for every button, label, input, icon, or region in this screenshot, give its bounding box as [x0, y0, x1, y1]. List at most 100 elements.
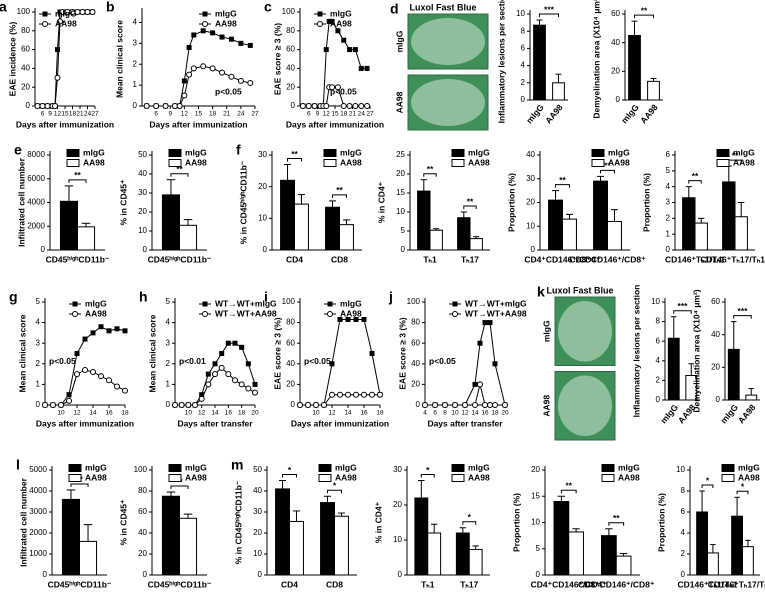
point — [347, 47, 353, 53]
x-tick-label: 8 — [443, 410, 447, 417]
legend-marker — [452, 311, 458, 317]
x-tick-label: 18 — [209, 111, 217, 118]
y-tick-label: 3000 — [29, 507, 47, 516]
sig-bracket — [736, 490, 749, 495]
x-tick-label: 21 — [76, 111, 84, 118]
y-tick-label: 10 — [676, 465, 685, 474]
x-tick-label: 9 — [168, 111, 172, 118]
legend-label: WT→WT+mIgG — [465, 298, 527, 308]
bar — [731, 515, 744, 576]
point — [492, 402, 498, 408]
legend-label: AA98 — [468, 157, 490, 167]
legend-label: AA98 — [85, 472, 107, 482]
point — [219, 34, 225, 40]
y-tick-label: 20 — [138, 207, 147, 216]
point — [337, 391, 343, 398]
y-tick-label: 4 — [36, 318, 41, 327]
bar — [553, 501, 570, 576]
sig-bracket — [282, 474, 297, 478]
legend-marker — [72, 301, 78, 307]
y-tick-label: 40 — [286, 359, 295, 368]
point — [219, 69, 226, 76]
point — [346, 103, 353, 109]
point — [329, 391, 335, 398]
bar — [320, 502, 335, 576]
y-axis-label: % in CD45ʰⁱᵍʰCD11b⁻ — [237, 160, 248, 244]
y-tick-label: 1 — [133, 80, 138, 89]
y-axis-label: Proportion (%) — [506, 173, 516, 232]
point — [191, 32, 197, 38]
legend-label: mIgG — [185, 147, 207, 157]
point — [225, 371, 232, 378]
y-tick-label: 30 — [138, 188, 147, 197]
x-axis-label: Days after immunization — [149, 119, 247, 129]
x-tick-label: 18 — [238, 410, 246, 417]
bar — [552, 82, 565, 101]
sig-bracket — [463, 205, 477, 209]
point — [297, 402, 303, 408]
y-tick-label: 2 — [681, 549, 686, 558]
bar — [707, 552, 719, 576]
point — [74, 371, 80, 378]
y-tick-label: 10 — [393, 535, 402, 544]
legend-swatch — [66, 149, 80, 157]
y-tick-label: 0 — [531, 245, 536, 254]
point — [172, 402, 178, 408]
point — [178, 402, 185, 408]
legend-label: mIgG — [340, 298, 362, 308]
panel-label: l — [16, 457, 20, 473]
annotation: p<0.05 — [429, 356, 456, 366]
y-tick-label: 100 — [134, 465, 148, 474]
bar — [417, 190, 431, 251]
legend-swatch — [601, 474, 615, 482]
y-tick-label: 4 — [681, 528, 686, 537]
y-tick-label: 8 — [521, 26, 526, 35]
x-tick-label: AA98 — [736, 402, 758, 425]
y-tick-label: 30 — [526, 174, 535, 183]
point — [361, 317, 367, 323]
point — [358, 103, 365, 109]
x-tick-label: mIgG — [524, 102, 546, 125]
point — [50, 402, 56, 408]
legend-swatch — [451, 149, 465, 157]
legend-swatch — [601, 464, 615, 472]
point — [252, 389, 258, 396]
point — [487, 402, 493, 408]
y-tick-label: 6 — [666, 150, 671, 159]
point — [238, 40, 244, 46]
point — [305, 103, 312, 109]
y-tick-label: 2 — [666, 213, 671, 222]
y-tick-label: 40 — [21, 64, 30, 73]
y-tick-label: 40 — [138, 528, 147, 537]
sig-bracket — [673, 310, 692, 314]
legend-marker — [202, 21, 208, 27]
sig-label: ** — [732, 150, 739, 160]
y-axis-label: Demyelination area (X10⁴ μm²) — [691, 289, 701, 412]
point — [369, 351, 375, 356]
y-tick-label: 4 — [666, 182, 671, 191]
legend-label: mIgG — [85, 462, 107, 472]
annotation: p<0.05 — [49, 356, 76, 366]
sig-bracket — [287, 158, 302, 162]
point — [218, 364, 225, 371]
point — [219, 351, 225, 356]
bar — [682, 197, 696, 251]
x-axis-label: Days after immunization — [291, 418, 389, 428]
y-tick-label: 20 — [396, 169, 405, 178]
panel-label: i — [264, 289, 268, 305]
panel-label: a — [0, 0, 7, 15]
point — [198, 395, 205, 402]
bar — [414, 497, 429, 576]
y-tick-label: 80 — [411, 318, 420, 327]
y-tick-label: 20 — [526, 198, 535, 207]
y-tick-label: 20 — [611, 66, 620, 75]
row-label: AA98 — [394, 91, 404, 113]
y-tick-label: 40 — [286, 64, 295, 73]
y-tick-label: 10 — [396, 207, 405, 216]
y-axis-label: % in CD45ʰⁱᵍʰCD11b⁻ — [232, 480, 243, 564]
x-tick-label: 16 — [105, 410, 113, 417]
panel-label: d — [390, 1, 399, 17]
x-tick-label: CD45ʰⁱᵍʰCD11b⁻ — [48, 578, 112, 589]
bar — [294, 203, 309, 251]
y-tick-label: 0 — [666, 245, 671, 254]
